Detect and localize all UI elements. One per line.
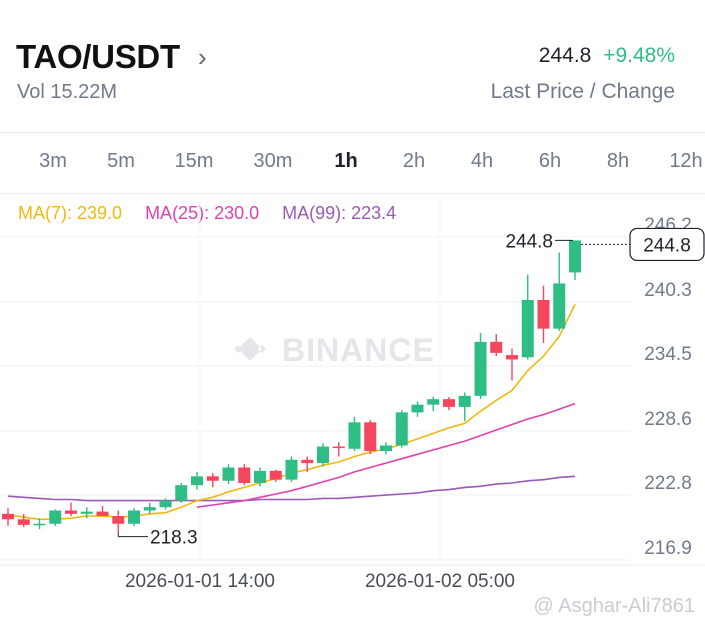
last-price: 244.8 [538,44,592,67]
y-tick-label: 216.9 [644,538,692,559]
candle-body [206,476,219,481]
candle-body [175,485,188,501]
candle-body [553,283,566,329]
binance-watermark: BINANCE [234,332,435,368]
candle-body [411,404,424,413]
ma7-label: MA(7): 239.0 [18,203,123,223]
x-tick-label: 2026-01-01 14:00 [125,571,275,592]
volume-text: Vol 15.22M [17,81,118,103]
candle-body [395,412,408,446]
candle-body [254,470,266,483]
candle-body [191,476,203,486]
tab-5m[interactable]: 5m [107,150,135,172]
tab-3m[interactable]: 3m [39,150,67,172]
y-tick-label: 234.5 [644,344,692,365]
candle-body [238,467,251,483]
high-price-label: 244.8 [505,231,553,252]
tabs-divider [0,193,705,194]
candle-body [49,510,62,524]
ma99-line [7,475,576,502]
candle-body [112,516,125,524]
candle-body [380,445,392,451]
watermark-text: BINANCE [282,332,435,368]
ma25-line [196,402,576,508]
y-tick-label: 240.3 [644,280,692,301]
candle-body [269,470,282,480]
price-change: 244.8 +9.48% [539,44,675,68]
pair-title[interactable]: TAO/USDT [16,38,180,75]
candle-body [222,467,235,481]
candle-body [2,513,14,520]
candle-body [96,511,109,517]
header-divider [0,132,705,133]
candle-body [301,459,314,464]
candle-body [569,240,581,273]
tab-15m[interactable]: 15m [174,150,214,172]
tab-6h[interactable]: 6h [538,150,562,172]
tab-4h[interactable]: 4h [470,150,494,172]
candle-body [458,395,471,407]
candle-body [317,446,329,464]
credit-watermark: @ Asghar-Ali7861 [533,595,695,617]
last-price-tag [629,227,705,262]
tab-2h[interactable]: 2h [402,150,426,172]
ticker-header: TAO/USDT › Vol 15.22M 244.8 +9.48% Last … [0,0,705,132]
ma25-label: MA(25): 230.0 [145,203,260,223]
ma-legend: MA(7): 239.0 MA(25): 230.0 MA(99): 223.4 [18,203,414,224]
chevron-right-icon[interactable]: › [198,42,207,72]
candle-body [332,446,345,449]
candle-body [537,299,550,329]
candle-body [80,511,93,514]
candle-body [65,510,77,514]
candlestick-chart[interactable]: 246.2240.3234.5228.6222.8216.9BINANCE244… [0,195,705,600]
y-tick-label: 228.6 [644,409,692,430]
candle-body [490,341,503,353]
timeframe-tabs: 3m 5m 15m 30m 1h 2h 4h 6h 8h 12h [0,150,705,182]
last-price-tag-label: 244.8 [643,235,691,256]
tab-1h[interactable]: 1h [334,150,358,172]
candle-body [521,299,534,358]
tab-30m[interactable]: 30m [253,150,293,172]
candle-body [364,422,377,451]
low-price-label: 218.3 [150,528,198,549]
percent-change: +9.48% [603,44,675,67]
binance-logo-icon [234,337,266,361]
candle-body [17,519,30,525]
y-tick-label: 222.8 [644,473,692,494]
candle-body [159,500,172,508]
candle-body [33,523,46,526]
candle-body [285,459,298,480]
candle-body [348,422,361,449]
tab-12h[interactable]: 12h [669,150,703,172]
tab-8h[interactable]: 8h [606,150,630,172]
candle-body [443,399,455,407]
candle-body [506,355,518,360]
price-caption: Last Price / Change [490,80,675,103]
candle-body [128,510,140,524]
x-tick-label: 2026-01-02 05:00 [365,571,515,592]
candle-body [474,341,487,396]
ma99-label: MA(99): 223.4 [282,203,397,223]
candle-body [427,399,440,405]
candle-body [143,507,156,511]
